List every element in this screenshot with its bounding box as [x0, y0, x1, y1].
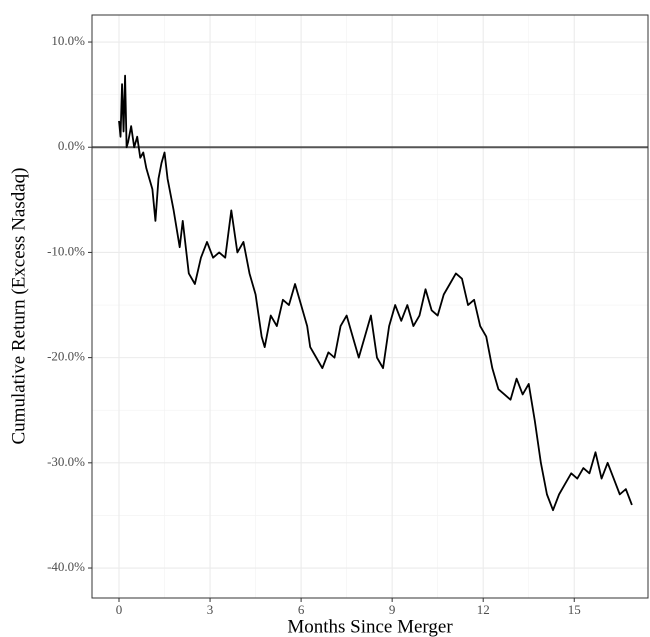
x-tick-label: 15: [568, 602, 581, 617]
y-tick-label: -20.0%: [47, 349, 85, 364]
x-tick-label: 6: [298, 602, 305, 617]
y-axis-title: Cumulative Return (Excess Nasdaq): [8, 167, 29, 444]
x-tick-label: 0: [116, 602, 123, 617]
line: [118, 74, 633, 512]
y-tick-label: -40.0%: [47, 559, 85, 574]
x-tick-label: 3: [207, 602, 214, 617]
x-axis-title: Months Since Merger: [287, 616, 453, 637]
y-tick-label: 10.0%: [51, 33, 85, 48]
y-tick-label: -30.0%: [47, 454, 85, 469]
y-tick-label: 0.0%: [58, 138, 85, 153]
panel-border: [91, 14, 649, 599]
x-tick-label: 9: [389, 602, 396, 617]
y-tick-label: -10.0%: [47, 243, 85, 258]
x-tick-label: 12: [477, 602, 490, 617]
